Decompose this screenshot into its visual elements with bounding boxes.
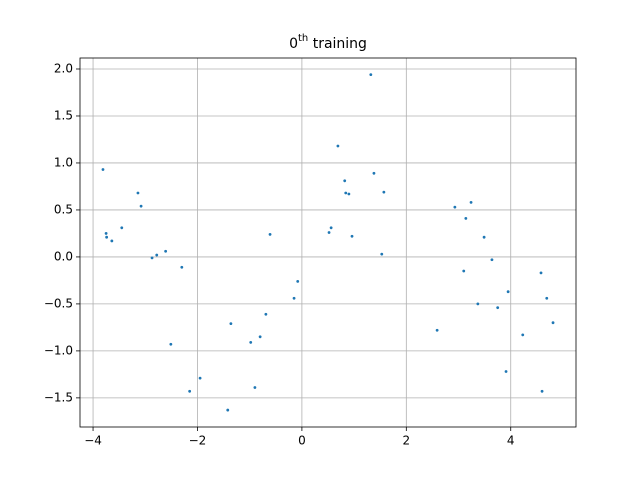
- point: [372, 171, 376, 175]
- x-tick-label: 0: [298, 434, 306, 448]
- x-tick-label: −4: [84, 434, 102, 448]
- point: [150, 256, 154, 260]
- point: [296, 279, 300, 283]
- x-tick-label: 4: [507, 434, 515, 448]
- point: [180, 265, 184, 269]
- point: [464, 216, 468, 220]
- point: [347, 192, 351, 196]
- point: [482, 235, 486, 239]
- point: [496, 306, 500, 310]
- y-tick-label: 0.0: [54, 249, 73, 263]
- title-sup: th: [298, 33, 308, 44]
- point: [169, 342, 173, 346]
- point: [435, 328, 439, 332]
- point: [110, 239, 114, 243]
- y-tick-label: −1.5: [44, 390, 73, 404]
- y-tick-label: 1.5: [54, 108, 73, 122]
- title-base: 0: [289, 36, 298, 52]
- title-rest: training: [308, 36, 367, 52]
- point: [188, 389, 192, 393]
- point: [521, 333, 525, 337]
- point: [253, 386, 257, 389]
- point: [540, 389, 544, 393]
- point: [226, 408, 230, 412]
- point: [382, 190, 386, 194]
- point: [476, 302, 480, 306]
- point: [469, 201, 473, 204]
- point: [369, 73, 373, 77]
- point: [229, 322, 233, 326]
- point: [268, 232, 272, 236]
- point: [336, 144, 340, 148]
- point: [264, 312, 268, 316]
- point: [462, 269, 466, 273]
- point: [198, 376, 202, 380]
- point: [292, 296, 296, 300]
- point: [545, 296, 549, 300]
- chart-title: 0th training: [289, 33, 367, 52]
- x-tick-label: −2: [189, 434, 207, 448]
- point: [506, 290, 510, 294]
- y-tick-label: −1.0: [44, 343, 73, 357]
- y-tick-label: 0.5: [54, 202, 73, 216]
- point: [104, 232, 108, 235]
- point: [329, 226, 333, 230]
- point: [155, 253, 159, 257]
- point: [551, 321, 555, 325]
- point: [380, 252, 384, 256]
- point: [164, 249, 168, 253]
- y-tick-label: 2.0: [54, 61, 73, 75]
- point: [105, 235, 109, 239]
- plot-frame: [79, 57, 577, 428]
- point: [539, 271, 543, 275]
- point: [490, 258, 494, 262]
- point: [327, 231, 331, 234]
- point: [258, 335, 262, 339]
- point: [139, 204, 143, 208]
- point: [504, 370, 508, 373]
- point: [101, 168, 105, 171]
- x-tick-label: 2: [402, 434, 410, 448]
- point: [136, 191, 140, 195]
- point: [350, 234, 354, 238]
- point: [249, 341, 253, 344]
- point: [344, 191, 348, 195]
- y-tick-label: 1.0: [54, 155, 73, 169]
- point: [120, 226, 124, 230]
- point: [343, 179, 347, 183]
- y-tick-label: −0.5: [44, 296, 73, 310]
- point: [453, 205, 457, 209]
